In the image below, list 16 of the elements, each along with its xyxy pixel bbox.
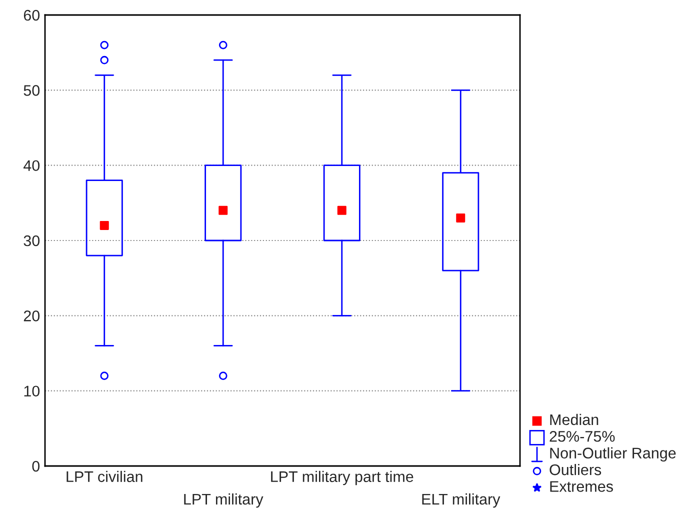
- y-tick-label: 60: [24, 10, 40, 21]
- y-tick-label: 10: [24, 386, 40, 397]
- x-tick-label: LPT military: [184, 493, 264, 508]
- x-tick-label: LPT military part time: [271, 470, 414, 486]
- x-tick-label: ELT military: [422, 493, 500, 508]
- text: Extremes: [550, 481, 613, 492]
- text: Outliers: [550, 464, 602, 476]
- x-tick-label: LPT civilian: [66, 470, 142, 482]
- y-tick-label: 30: [24, 235, 40, 246]
- text: 25%-75%: [550, 430, 615, 442]
- y-tick-label: 0: [32, 460, 40, 472]
- text: Non-Outlier Range: [550, 447, 676, 462]
- y-tick-label: 40: [24, 160, 40, 172]
- y-tick-label: 20: [24, 310, 40, 322]
- y-tick-label: 50: [24, 85, 40, 96]
- text: Median: [550, 414, 598, 426]
